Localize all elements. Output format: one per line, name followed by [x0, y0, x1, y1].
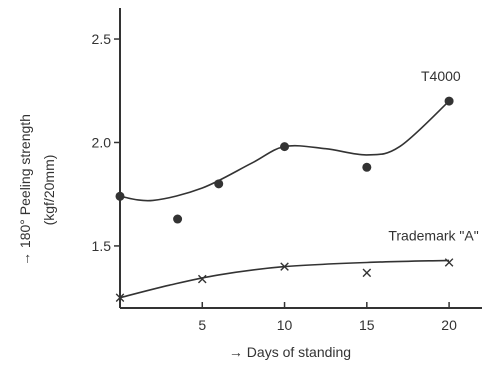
data-point-t4000 [214, 179, 224, 189]
y-axis-label-line2: (kgf/20mm) [41, 155, 57, 226]
data-point-t4000 [362, 162, 372, 172]
data-point-trademark-a [197, 274, 207, 284]
data-point-t4000 [280, 142, 290, 152]
y-tick-label: 1.5 [92, 238, 112, 254]
series-labels: T4000 Trademark "A" [388, 68, 478, 243]
data-point-trademark-a [444, 258, 454, 267]
x-tick-label: 10 [277, 317, 293, 333]
data-point-trademark-a [362, 268, 372, 278]
x-marker-stroke [197, 274, 207, 284]
x-ticks: 5 10 15 20 [198, 302, 457, 333]
y-tick-label: 2.5 [92, 31, 112, 47]
x-tick-label: 20 [441, 317, 457, 333]
y-ticks: 1.5 2.0 2.5 [92, 31, 120, 254]
series-markers [115, 96, 454, 302]
series-label-trademark-a: Trademark "A" [388, 227, 478, 243]
x-axis-label: → Days of standing [229, 344, 351, 360]
x-marker-stroke [362, 268, 372, 278]
data-point-t4000 [444, 96, 454, 106]
x-tick-label: 15 [359, 317, 375, 333]
data-point-t4000 [115, 191, 125, 201]
y-tick-label: 2.0 [92, 134, 112, 150]
x-tick-label: 5 [198, 317, 206, 333]
y-axis-label: → 180° Peeling strength (kgf/20mm) [17, 114, 57, 266]
data-point-trademark-a [280, 262, 289, 271]
series-line-trademark-a [119, 259, 450, 299]
series-label-t4000: T4000 [421, 68, 461, 84]
data-point-t4000 [173, 214, 183, 224]
x-marker-stroke [280, 262, 289, 271]
y-axis-label-line1: → 180° Peeling strength [17, 114, 33, 266]
x-marker-stroke [444, 258, 454, 267]
series-curves [119, 100, 450, 299]
x-marker-stroke [115, 293, 125, 302]
data-point-trademark-a [115, 293, 125, 302]
